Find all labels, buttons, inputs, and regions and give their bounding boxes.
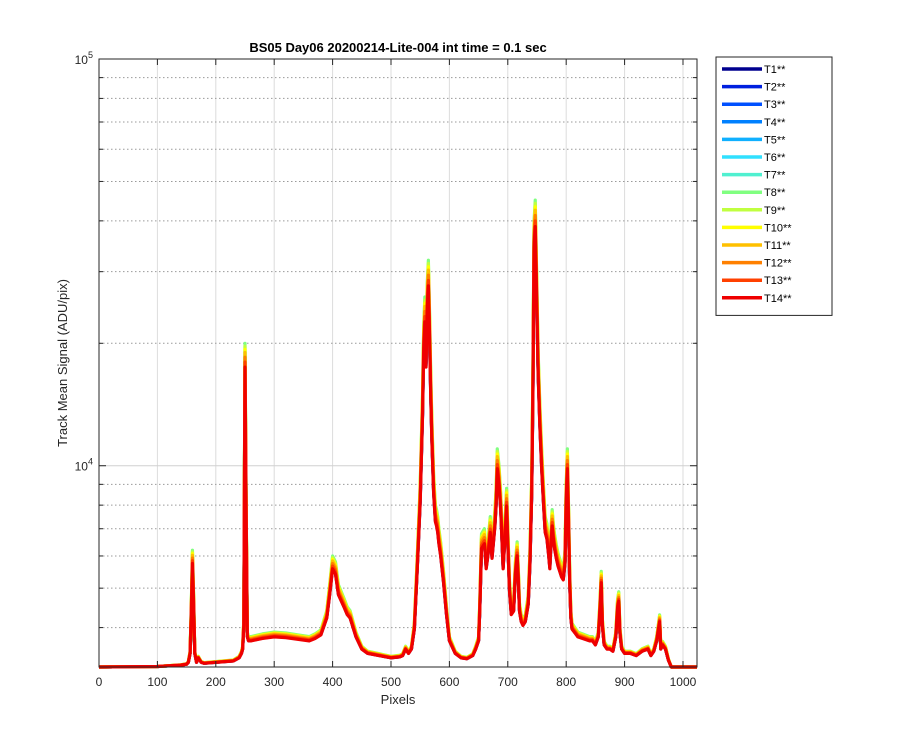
legend-entry: T5**: [764, 134, 786, 146]
legend-box: [715, 56, 833, 316]
legend-entry: T2**: [764, 82, 786, 94]
legend-entry: T1**: [764, 64, 786, 76]
plot-area: [99, 59, 697, 667]
series-line: [98, 224, 697, 669]
chart-title: BS05 Day06 20200214-Lite-004 int time = …: [249, 40, 546, 55]
legend-entry: T10**: [764, 222, 792, 234]
legend-entry: T13**: [764, 275, 792, 287]
x-tick-label: 300: [264, 675, 284, 689]
legend-entry: T14**: [764, 293, 792, 305]
x-tick-label: 0: [96, 675, 103, 689]
x-tick-label: 700: [498, 675, 518, 689]
x-tick-label: 400: [323, 675, 343, 689]
legend-entry: T7**: [764, 170, 786, 182]
axes-box: [98, 58, 698, 668]
legend-entry: T8**: [764, 187, 786, 199]
legend: T1** T2** T3** T4** T5** T6** T7** T8** T9** T10*…: [715, 56, 833, 316]
x-tick-label: 900: [615, 675, 635, 689]
x-tick-label: 100: [147, 675, 167, 689]
x-axis-label: Pixels: [381, 692, 416, 707]
x-tick-label: 800: [556, 675, 576, 689]
legend-entry: T12**: [764, 258, 792, 270]
axis-ticks: 0 100 200 300 400 500 600 700 800 900 1000 104 105: [75, 50, 697, 689]
plot-background: [99, 59, 697, 667]
y-tick-label: 104: [75, 457, 93, 474]
x-tick-label: 1000: [670, 675, 697, 689]
x-tick-label: 500: [381, 675, 401, 689]
legend-entry: T4**: [764, 117, 786, 129]
x-tick-label: 200: [206, 675, 226, 689]
y-axis-label: Track Mean Signal (ADU/pix): [55, 279, 70, 447]
legend-entry: T3**: [764, 99, 786, 111]
axes-frame: [98, 58, 698, 668]
legend-entry: T9**: [764, 205, 786, 217]
series-lines: [98, 198, 697, 669]
legend-entry: T6**: [764, 152, 786, 164]
y-tick-label: 105: [75, 50, 93, 67]
legend-entry: T11**: [764, 240, 791, 252]
x-tick-label: 600: [439, 675, 459, 689]
